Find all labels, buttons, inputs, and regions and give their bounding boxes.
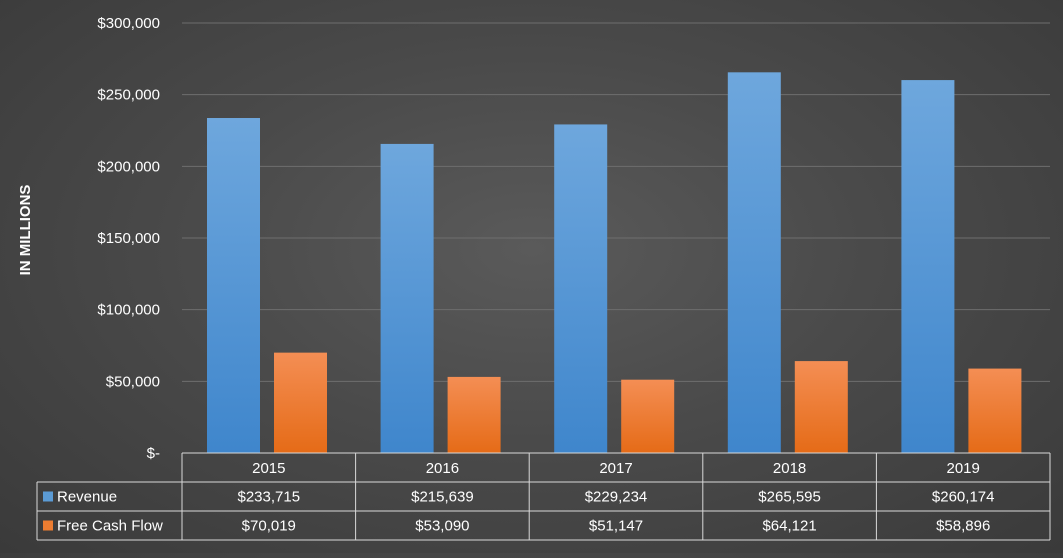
data-label: $260,174 xyxy=(932,489,995,506)
revenue-bar-2015 xyxy=(207,118,260,454)
fcf-bar-2016 xyxy=(447,376,501,453)
y-axis-label: IN MILLIONS xyxy=(17,185,34,276)
data-label: $64,121 xyxy=(762,518,816,535)
data-table: 2015 2016 2017 2018 2019 Revenue $233,715 $215,… xyxy=(36,452,1051,541)
fcf-bar-2018 xyxy=(794,361,848,453)
series-name: Free Cash Flow xyxy=(57,518,163,535)
category-label: 2016 xyxy=(426,460,459,477)
fcf-bar-2019 xyxy=(968,368,1022,453)
y-tick-label: $250,000 xyxy=(97,87,160,104)
series-name: Revenue xyxy=(57,489,117,506)
legend-key xyxy=(43,520,53,531)
y-tick-label: $- xyxy=(147,445,160,462)
category-label: 2019 xyxy=(947,460,980,477)
y-axis-tick-labels: $- $50,000 $100,000 $150,000 $200,000 $250,00… xyxy=(97,15,160,462)
fcf-bar-2015 xyxy=(274,352,327,453)
revenue-bar-2017 xyxy=(554,124,608,453)
category-label: 2018 xyxy=(773,460,806,477)
y-tick-label: $50,000 xyxy=(106,373,160,390)
category-label: 2015 xyxy=(252,460,285,477)
data-label: $215,639 xyxy=(411,489,474,506)
data-label: $58,896 xyxy=(936,518,990,535)
data-label: $229,234 xyxy=(585,489,648,506)
data-label: $51,147 xyxy=(589,518,643,535)
data-label: $265,595 xyxy=(758,489,821,506)
legend-key xyxy=(43,491,53,502)
data-label: $70,019 xyxy=(242,518,296,535)
data-label: $233,715 xyxy=(238,489,301,506)
bars xyxy=(207,72,1022,454)
y-tick-label: $150,000 xyxy=(97,230,160,247)
revenue-bar-2016 xyxy=(380,143,434,454)
data-label: $53,090 xyxy=(415,518,469,535)
category-label: 2017 xyxy=(599,460,632,477)
fcf-bar-2017 xyxy=(621,379,675,453)
revenue-bar-2019 xyxy=(901,80,955,454)
y-tick-label: $300,000 xyxy=(97,15,160,32)
y-tick-label: $200,000 xyxy=(97,158,160,175)
y-tick-label: $100,000 xyxy=(97,302,160,319)
revenue-bar-2018 xyxy=(727,72,781,453)
